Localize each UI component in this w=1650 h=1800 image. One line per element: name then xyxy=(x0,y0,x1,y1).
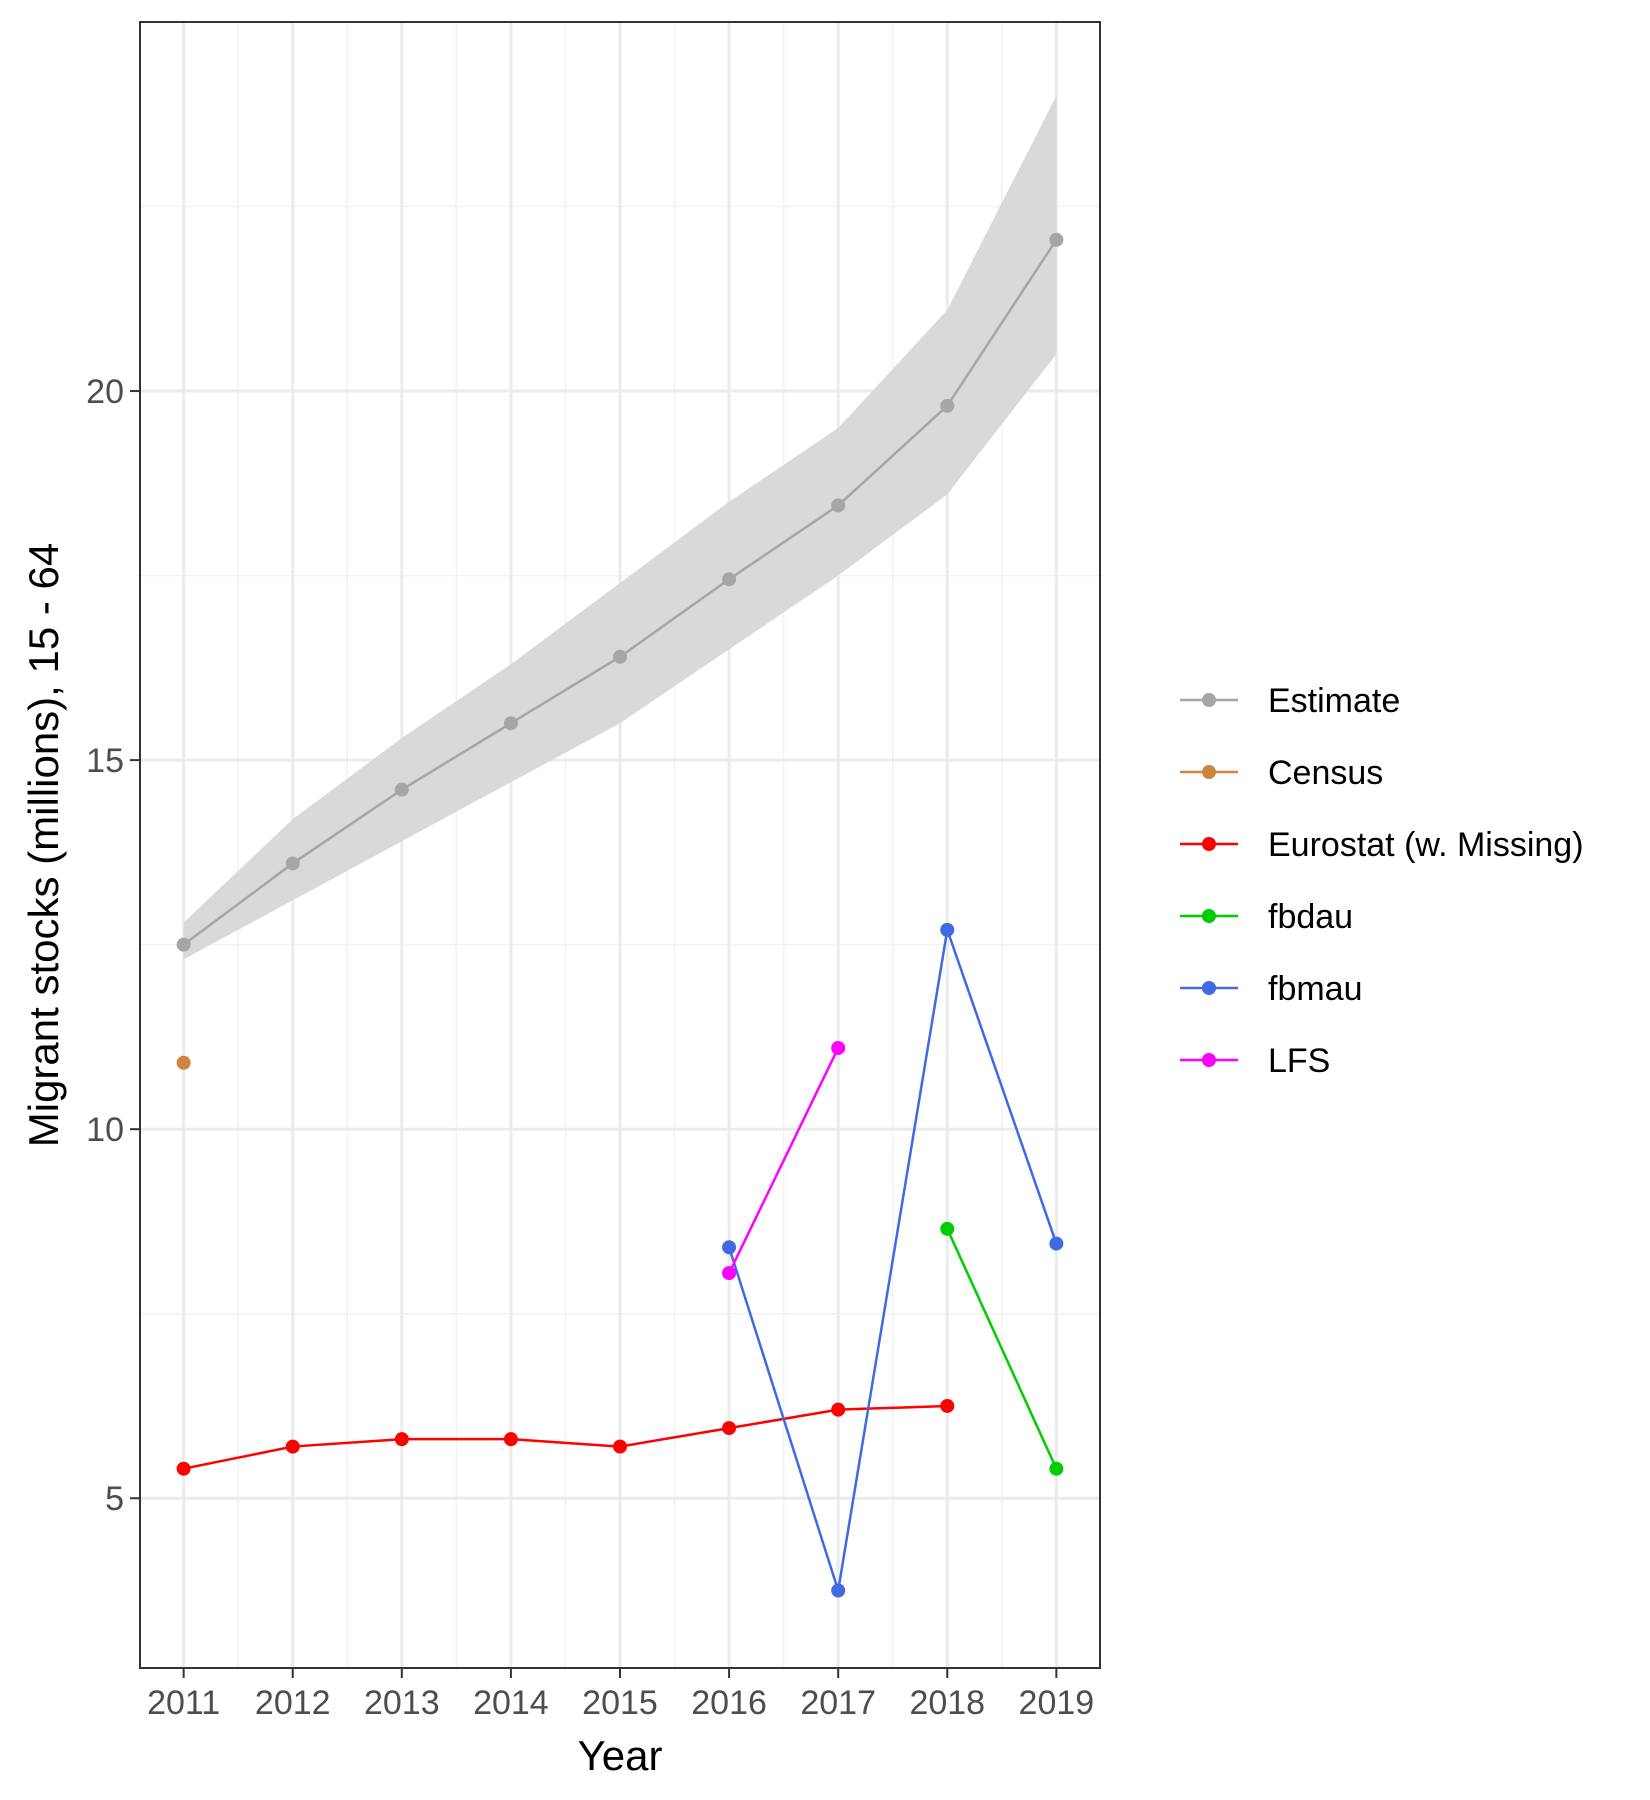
data-point-fbmau xyxy=(940,922,955,937)
series-lfs xyxy=(722,1040,846,1281)
data-point-eurostat-w-missing xyxy=(285,1439,300,1454)
series-census xyxy=(176,1055,191,1070)
x-tick-label: 2012 xyxy=(255,1684,331,1722)
legend-item-census: Census xyxy=(1180,754,1383,792)
data-point-fbdau xyxy=(1049,1461,1064,1476)
legend-label: fbdau xyxy=(1268,898,1353,936)
x-tick-label: 2011 xyxy=(147,1684,220,1722)
data-point-estimate xyxy=(831,498,846,513)
legend-key-point xyxy=(1202,981,1216,995)
x-tick-label: 2016 xyxy=(691,1684,767,1722)
data-point-estimate xyxy=(503,716,518,731)
legend-item-eurostat-w-missing: Eurostat (w. Missing) xyxy=(1180,826,1584,864)
x-tick-label: 2013 xyxy=(364,1684,440,1722)
series-layer xyxy=(176,232,1064,1598)
x-tick-label: 2019 xyxy=(1019,1684,1095,1722)
data-point-estimate xyxy=(285,856,300,871)
legend-item-estimate: Estimate xyxy=(1180,682,1400,720)
y-tick-label: 20 xyxy=(86,373,124,411)
data-point-eurostat-w-missing xyxy=(176,1461,191,1476)
legend-key-point xyxy=(1202,909,1216,923)
y-tick-label: 15 xyxy=(86,742,124,780)
data-point-eurostat-w-missing xyxy=(613,1439,627,1454)
legend-item-fbmau: fbmau xyxy=(1180,970,1363,1008)
data-point-lfs xyxy=(722,1266,737,1281)
legend-key-point xyxy=(1202,837,1216,851)
legend: Estimate Census Eurostat (w. Missing) fbdau… xyxy=(1180,682,1584,1080)
data-point-fbmau xyxy=(831,1583,846,1598)
data-point-estimate xyxy=(1049,232,1064,247)
legend-item-lfs: LFS xyxy=(1180,1042,1330,1080)
y-tick-label: 10 xyxy=(86,1111,124,1149)
x-tick-label: 2017 xyxy=(800,1684,876,1722)
legend-key-point xyxy=(1202,765,1216,779)
x-tick-label: 2014 xyxy=(473,1684,549,1722)
data-point-eurostat-w-missing xyxy=(722,1421,737,1436)
ribbon-layer xyxy=(183,95,1057,960)
data-point-eurostat-w-missing xyxy=(831,1402,846,1417)
legend-label: Eurostat (w. Missing) xyxy=(1268,826,1584,864)
series-fbdau xyxy=(940,1221,1064,1476)
series-estimate xyxy=(176,232,1064,952)
data-point-lfs xyxy=(831,1040,846,1055)
estimate-ribbon xyxy=(183,95,1057,960)
x-axis-title: Year xyxy=(578,1732,663,1779)
x-tick-label: 2018 xyxy=(909,1684,985,1722)
series-fbmau xyxy=(722,922,1064,1598)
legend-label: Estimate xyxy=(1268,682,1400,720)
data-point-eurostat-w-missing xyxy=(394,1432,409,1447)
data-point-fbdau xyxy=(940,1221,955,1236)
legend-label: Census xyxy=(1268,754,1383,792)
tick-labels: 2011 2012 2013 2014 2015 2016 2017 2018 2019 5 10 1… xyxy=(86,373,1094,1722)
data-point-eurostat-w-missing xyxy=(940,1398,955,1413)
data-point-estimate xyxy=(176,937,191,952)
data-point-estimate xyxy=(394,782,409,797)
series-line-fbmau xyxy=(727,929,1058,1591)
y-tick-label: 5 xyxy=(105,1480,124,1518)
legend-label: fbmau xyxy=(1268,970,1363,1008)
axis-ticks xyxy=(130,390,1058,1678)
legend-label: LFS xyxy=(1268,1042,1330,1080)
data-point-fbmau xyxy=(1049,1236,1064,1251)
data-point-estimate xyxy=(722,572,737,587)
data-point-estimate xyxy=(613,649,627,664)
series-line-eurostat-w-missing xyxy=(183,1404,948,1470)
data-point-eurostat-w-missing xyxy=(503,1432,518,1447)
data-point-census xyxy=(176,1055,191,1070)
series-line-lfs xyxy=(727,1047,840,1274)
x-tick-label: 2015 xyxy=(582,1684,658,1722)
legend-key-point xyxy=(1202,693,1216,707)
series-eurostat-w-missing xyxy=(176,1398,955,1476)
data-point-estimate xyxy=(940,398,955,413)
legend-item-fbdau: fbdau xyxy=(1180,898,1353,936)
data-point-fbmau xyxy=(722,1240,737,1255)
series-line-fbdau xyxy=(946,1228,1058,1470)
legend-key-point xyxy=(1202,1053,1216,1067)
y-axis-title: Migrant stocks (millions), 15 - 64 xyxy=(20,543,67,1148)
